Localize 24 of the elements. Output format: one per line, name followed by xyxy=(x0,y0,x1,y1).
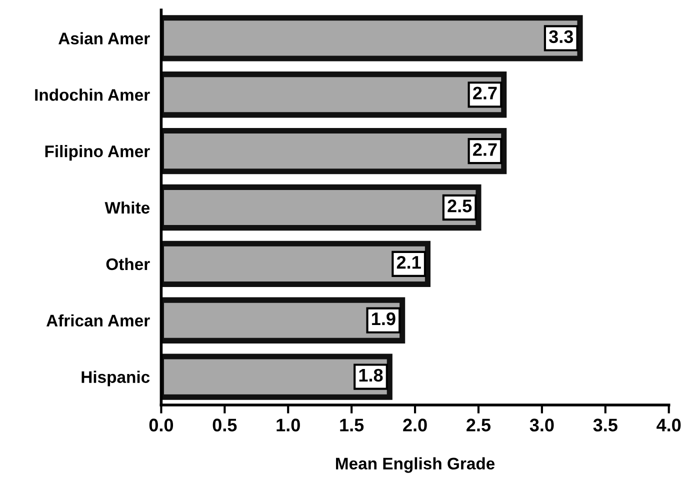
x-tick-label: 1.5 xyxy=(340,418,364,432)
x-axis-title: Mean English Grade xyxy=(336,457,495,473)
data-label: 1.9 xyxy=(372,312,396,326)
y-tick-label: Filipino Amer xyxy=(45,145,150,161)
x-tick-label: 0.0 xyxy=(149,418,174,432)
x-tick-label: 4.0 xyxy=(656,418,681,432)
y-tick-label: Other xyxy=(106,258,150,270)
data-label: 2.1 xyxy=(396,256,421,269)
y-tick-label: Indochin Amer xyxy=(35,88,150,101)
x-tick-label: 3.5 xyxy=(593,418,618,432)
y-tick-label: African Amer xyxy=(46,314,150,327)
data-label: 3.3 xyxy=(548,30,574,44)
x-tick-label: 2.5 xyxy=(466,418,491,432)
y-tick-label: Asian Amer xyxy=(58,32,150,44)
data-label: 2.7 xyxy=(473,86,497,100)
y-tick-label: White xyxy=(104,201,150,214)
x-tick-label: 3.0 xyxy=(530,418,554,432)
x-tick-label: 1.0 xyxy=(276,418,300,432)
data-label: 2.5 xyxy=(448,200,472,212)
data-label: 2.7 xyxy=(473,143,497,156)
x-tick-label: 2.0 xyxy=(403,418,427,432)
data-label: 1.8 xyxy=(359,368,383,382)
y-tick-label: Hispanic xyxy=(82,370,150,386)
x-tick-label: 0.5 xyxy=(212,418,237,432)
